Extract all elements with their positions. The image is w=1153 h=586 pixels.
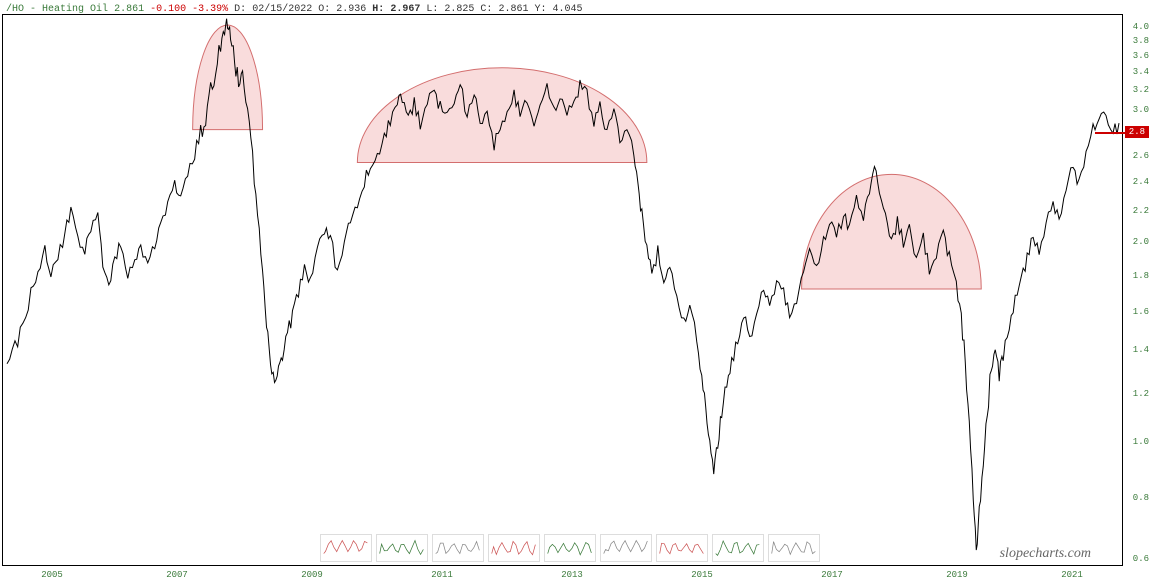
price-chart [3,15,1122,565]
dome-annotation [357,68,646,163]
x-tick: 2007 [166,570,188,580]
y-tick: 3.0 [1133,105,1149,115]
thumbnail[interactable] [712,534,764,562]
y-tick: 1.6 [1133,307,1149,317]
thumbnail[interactable] [544,534,596,562]
x-tick: 2013 [561,570,583,580]
plot-area[interactable] [2,14,1123,566]
thumbnail-strip [320,534,820,562]
thumbnail[interactable] [488,534,540,562]
y-tick: 3.6 [1133,51,1149,61]
y-tick: 4.0 [1133,22,1149,32]
thumbnail[interactable] [320,534,372,562]
y-tick: 3.8 [1133,36,1149,46]
x-tick: 2011 [431,570,453,580]
dome-annotation [193,25,263,130]
x-tick: 2005 [41,570,63,580]
y-tick: 3.4 [1133,67,1149,77]
thumbnail[interactable] [600,534,652,562]
y-tick: 1.8 [1133,271,1149,281]
current-price-marker: 2.8 [1125,126,1149,138]
y-tick: 0.6 [1133,554,1149,564]
y-tick: 2.4 [1133,177,1149,187]
y-tick: 2.0 [1133,237,1149,247]
thumbnail[interactable] [656,534,708,562]
y-axis: 4.0 3.8 3.6 3.4 3.2 3.0 2.8 2.6 2.4 2.2 2.0 1.8 1.6 1… [1125,14,1149,566]
x-tick: 2015 [691,570,713,580]
y-tick: 1.4 [1133,345,1149,355]
y-tick: 0.8 [1133,493,1149,503]
y-tick: 2.2 [1133,206,1149,216]
y-tick: 1.2 [1133,389,1149,399]
thumbnail[interactable] [432,534,484,562]
x-tick: 2009 [301,570,323,580]
dome-annotation [802,174,982,289]
x-axis: 2005 2007 2009 2011 2013 2015 2017 2019 2021 [2,570,1123,584]
x-tick: 2021 [1061,570,1083,580]
x-tick: 2017 [821,570,843,580]
y-tick: 1.0 [1133,437,1149,447]
watermark: slopecharts.com [1000,546,1091,562]
y-tick: 3.2 [1133,85,1149,95]
x-tick: 2019 [946,570,968,580]
thumbnail[interactable] [376,534,428,562]
y-tick: 2.6 [1133,151,1149,161]
thumbnail[interactable] [768,534,820,562]
